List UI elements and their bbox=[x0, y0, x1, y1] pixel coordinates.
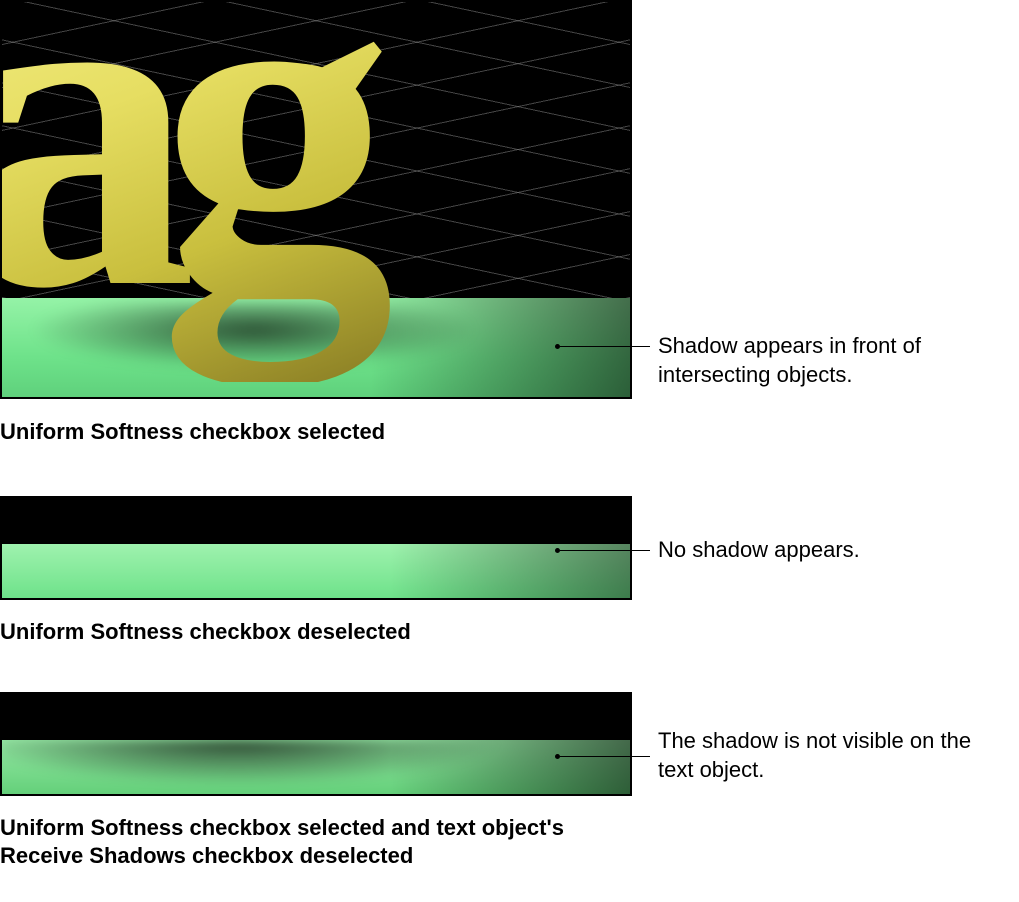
p1-letters: ag bbox=[0, 0, 632, 382]
caption-3: Uniform Softness checkbox selected and t… bbox=[0, 814, 620, 869]
annotation-1: Shadow appears in front of intersecting … bbox=[658, 332, 998, 389]
caption-1: Uniform Softness checkbox selected bbox=[0, 418, 385, 446]
p2-floor-shade bbox=[390, 544, 630, 598]
leader-line-1 bbox=[560, 346, 650, 347]
annotation-2: No shadow appears. bbox=[658, 536, 860, 565]
p3-floor-shade bbox=[390, 740, 630, 794]
example-panel-1: ag bbox=[0, 0, 632, 399]
example-panel-2: ag bbox=[0, 496, 632, 600]
leader-line-2 bbox=[560, 550, 650, 551]
caption-2: Uniform Softness checkbox deselected bbox=[0, 618, 411, 646]
leader-line-3 bbox=[560, 756, 650, 757]
annotation-3: The shadow is not visible on the text ob… bbox=[658, 727, 998, 784]
example-panel-3: ag bbox=[0, 692, 632, 796]
